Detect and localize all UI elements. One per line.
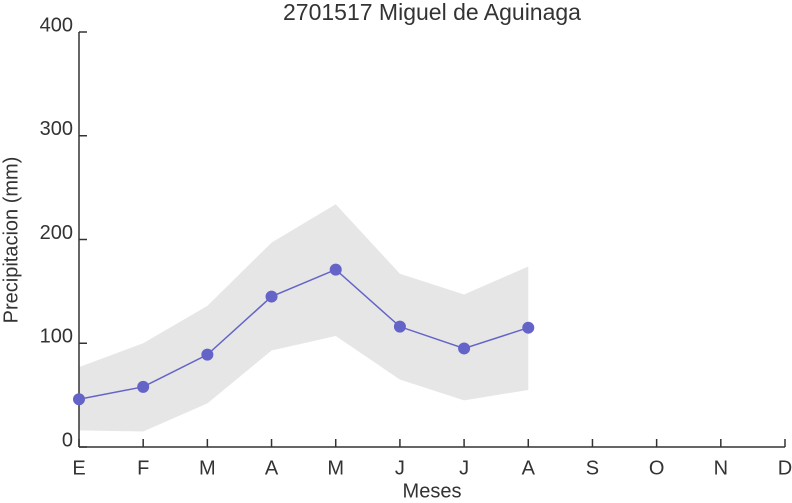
line [78, 268, 529, 401]
x-tick-label: A [522, 457, 536, 479]
point [522, 321, 535, 334]
x-tick-label: J [459, 457, 469, 479]
point [329, 263, 342, 276]
point [265, 290, 278, 303]
point [201, 348, 214, 361]
point [393, 320, 406, 333]
x-tick-label: O [649, 457, 665, 479]
y-tick-label: 0 [62, 429, 73, 451]
x-tick-label: F [137, 457, 149, 479]
point [137, 380, 150, 393]
x-tick-label: S [586, 457, 599, 479]
chart-title: 2701517 Miguel de Aguinaga [283, 0, 581, 25]
x-tick-label: D [778, 457, 792, 479]
x-tick-label: E [72, 457, 85, 479]
band [79, 204, 529, 432]
x-tick-label: M [199, 457, 216, 479]
x-tick-label: M [327, 457, 344, 479]
point [73, 393, 85, 406]
point [458, 342, 471, 355]
y-tick-label: 100 [40, 326, 73, 348]
x-tick-label: N [714, 457, 728, 479]
x-axis-label: Meses [403, 480, 462, 502]
y-tick-label: 400 [40, 14, 73, 36]
x-tick-label: A [265, 457, 279, 479]
x-tick-label: J [395, 457, 405, 479]
y-tick-label: 300 [40, 118, 73, 140]
y-axis-label: Precipitacion (mm) [0, 157, 22, 324]
y-tick-label: 200 [40, 222, 73, 244]
